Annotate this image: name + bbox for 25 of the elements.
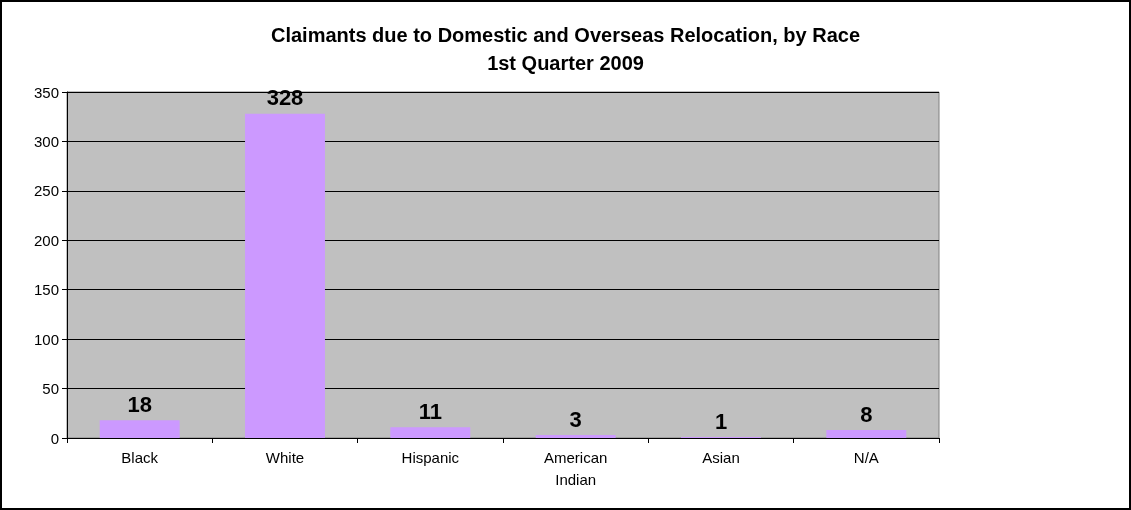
y-tick-label: 150 xyxy=(33,281,59,299)
y-tick-label: 200 xyxy=(33,231,59,249)
bar xyxy=(99,420,180,438)
bar xyxy=(535,435,616,438)
bar xyxy=(826,430,907,438)
x-tick-label: American Indian xyxy=(543,448,608,488)
y-tick-label: 250 xyxy=(33,182,59,200)
bar xyxy=(245,113,325,438)
x-tick-label: N/A xyxy=(853,448,879,466)
data-label: 3 xyxy=(569,406,582,432)
y-tick-label: 350 xyxy=(33,83,59,101)
x-tick-label: Asian xyxy=(702,448,740,466)
data-label: 11 xyxy=(418,398,442,424)
y-tick-label: 100 xyxy=(33,330,59,348)
y-tick-label: 50 xyxy=(42,380,59,398)
data-label: 18 xyxy=(127,391,152,417)
data-label: 8 xyxy=(860,401,873,427)
data-label: 1 xyxy=(714,408,728,434)
chart-title: Claimants due to Domestic and Overseas Relocation, by Race 1st Quarter 2009 xyxy=(270,24,861,74)
bar xyxy=(390,427,471,438)
x-tick-label: Hispanic xyxy=(401,448,460,466)
y-tick-label: 0 xyxy=(50,429,59,447)
x-tick-label: White xyxy=(265,448,305,466)
x-tick-label: Black xyxy=(121,448,159,466)
y-tick-label: 300 xyxy=(33,132,59,150)
